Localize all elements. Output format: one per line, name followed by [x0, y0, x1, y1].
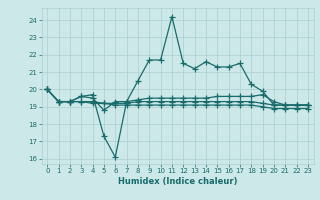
X-axis label: Humidex (Indice chaleur): Humidex (Indice chaleur) [118, 177, 237, 186]
